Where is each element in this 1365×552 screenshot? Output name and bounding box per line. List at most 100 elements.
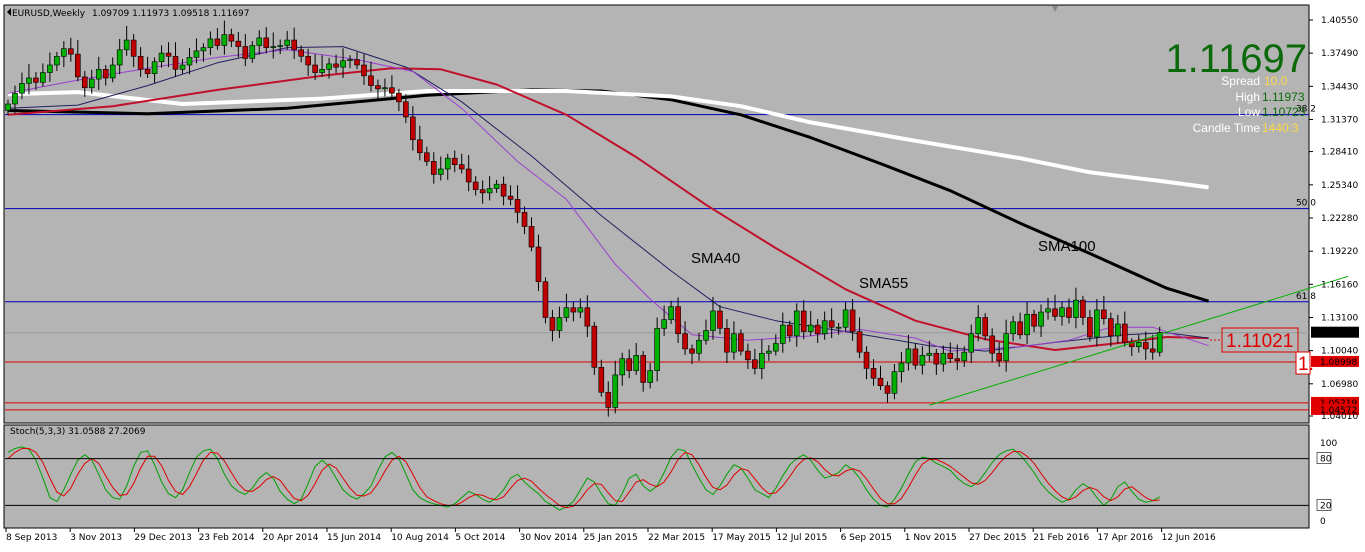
candle-body xyxy=(102,69,109,79)
candle-body xyxy=(1003,333,1009,362)
candle-body xyxy=(284,39,291,46)
candle-body xyxy=(116,49,123,66)
candle-body xyxy=(577,307,584,313)
candle-body xyxy=(172,56,179,70)
time-tick-label: 17 Apr 2016 xyxy=(1097,533,1153,543)
price-level-tag xyxy=(1311,396,1359,408)
candle-body xyxy=(968,333,975,353)
candle-body xyxy=(668,306,674,320)
candle-body xyxy=(347,59,353,61)
time-tick-label: 12 Jun 2016 xyxy=(1162,533,1216,543)
stoch-levels: 100 80 20 0 xyxy=(5,439,1337,527)
stoch-level-label: 80 xyxy=(1320,455,1332,465)
candle-body xyxy=(745,350,751,361)
candle-body xyxy=(207,38,214,48)
candle-body xyxy=(626,358,633,371)
time-tick-label: 12 Jul 2015 xyxy=(776,533,827,543)
scroll-marker-icon[interactable] xyxy=(1052,6,1058,12)
candle-body xyxy=(382,87,388,90)
candle-body xyxy=(242,46,249,59)
time-tick-label: 1 Nov 2015 xyxy=(905,533,957,543)
candle-body xyxy=(249,45,256,59)
candle-body xyxy=(186,57,193,66)
alert-tag-partial: 1. xyxy=(1298,354,1314,375)
candle-body xyxy=(130,39,137,57)
fib-level-label: 61.8 xyxy=(1296,292,1316,302)
candle-time-value: 1440:3 xyxy=(1262,121,1299,135)
spread-value: 10.0 xyxy=(1264,74,1288,88)
candle-body xyxy=(933,352,940,365)
candle-body xyxy=(151,61,158,74)
candle-body xyxy=(821,320,828,335)
candle-body xyxy=(570,307,577,313)
candle-body xyxy=(1080,299,1086,318)
time-tick-label: 3 Nov 2013 xyxy=(70,533,122,543)
candle-body xyxy=(1142,342,1149,350)
candle-body xyxy=(1059,307,1065,317)
price-tick-label: 1.40550 xyxy=(1321,16,1358,26)
candle-body xyxy=(975,317,982,335)
candle-body xyxy=(772,343,779,352)
candle-body xyxy=(235,40,242,47)
candle-body xyxy=(144,69,151,74)
candle-body xyxy=(828,320,835,328)
candle-body xyxy=(717,310,723,329)
candle-body xyxy=(619,358,626,376)
candle-body xyxy=(961,351,968,362)
candle-body xyxy=(849,309,856,332)
candle-body xyxy=(47,64,53,73)
candle-body xyxy=(738,333,744,352)
candle-body xyxy=(1122,323,1128,343)
annotation-sma40: SMA40 xyxy=(691,250,740,267)
collapse-arrow-icon[interactable] xyxy=(7,8,11,16)
candle-body xyxy=(786,324,793,337)
candle-body xyxy=(842,309,849,328)
candle-body xyxy=(1066,307,1072,318)
candle-body xyxy=(982,317,989,337)
time-tick-label: 15 Jun 2014 xyxy=(327,533,381,543)
candle-body xyxy=(989,335,995,354)
candle-body xyxy=(1135,342,1142,348)
time-tick-label: 10 Aug 2014 xyxy=(391,533,449,543)
candle-body xyxy=(661,319,667,329)
candle-body xyxy=(5,103,11,111)
candle-body xyxy=(940,352,947,365)
candle-body xyxy=(926,352,933,356)
annotation-sma100: SMA100 xyxy=(1038,238,1096,255)
candle-body xyxy=(319,69,325,73)
candle-body xyxy=(563,307,570,318)
candle-body xyxy=(75,53,81,78)
time-tick-label: 27 Dec 2015 xyxy=(969,533,1027,543)
candle-body xyxy=(1108,318,1114,337)
price-tick-label: 1.19220 xyxy=(1321,247,1358,257)
time-tick-label: 21 Feb 2016 xyxy=(1033,533,1089,543)
sma-line-sma55 xyxy=(7,67,1209,351)
candle-body xyxy=(277,45,284,47)
stoch-level-label: 20 xyxy=(1320,501,1332,511)
spread-label: Spread xyxy=(1221,74,1260,88)
candle-body xyxy=(298,49,304,57)
alert-tag-box xyxy=(1221,327,1299,353)
price-tick-label: 1.25340 xyxy=(1321,181,1358,191)
current-price-tag xyxy=(1311,326,1359,338)
price-level-tag xyxy=(1311,355,1359,367)
candle-body xyxy=(61,48,67,57)
candle-body xyxy=(1038,311,1044,327)
candle-body xyxy=(340,60,346,68)
candle-body xyxy=(507,195,514,200)
candle-body xyxy=(88,78,95,89)
price-tick-label: 1.37490 xyxy=(1321,49,1358,59)
candle-body xyxy=(877,377,884,387)
fib-level-label: 50.0 xyxy=(1296,199,1316,209)
candle-body xyxy=(479,189,486,194)
candle-body xyxy=(437,168,444,175)
trendline xyxy=(929,275,1349,406)
candle-body xyxy=(724,328,730,353)
candle-time-label: Candle Time xyxy=(1193,121,1261,135)
time-ticks: 8 Sep 2013 3 Nov 2013 29 Dec 2013 23 Feb 20… xyxy=(5,528,1216,543)
candle-body xyxy=(689,348,695,354)
candle-body xyxy=(696,339,702,354)
candle-body xyxy=(123,39,130,51)
candle-body xyxy=(793,310,800,337)
